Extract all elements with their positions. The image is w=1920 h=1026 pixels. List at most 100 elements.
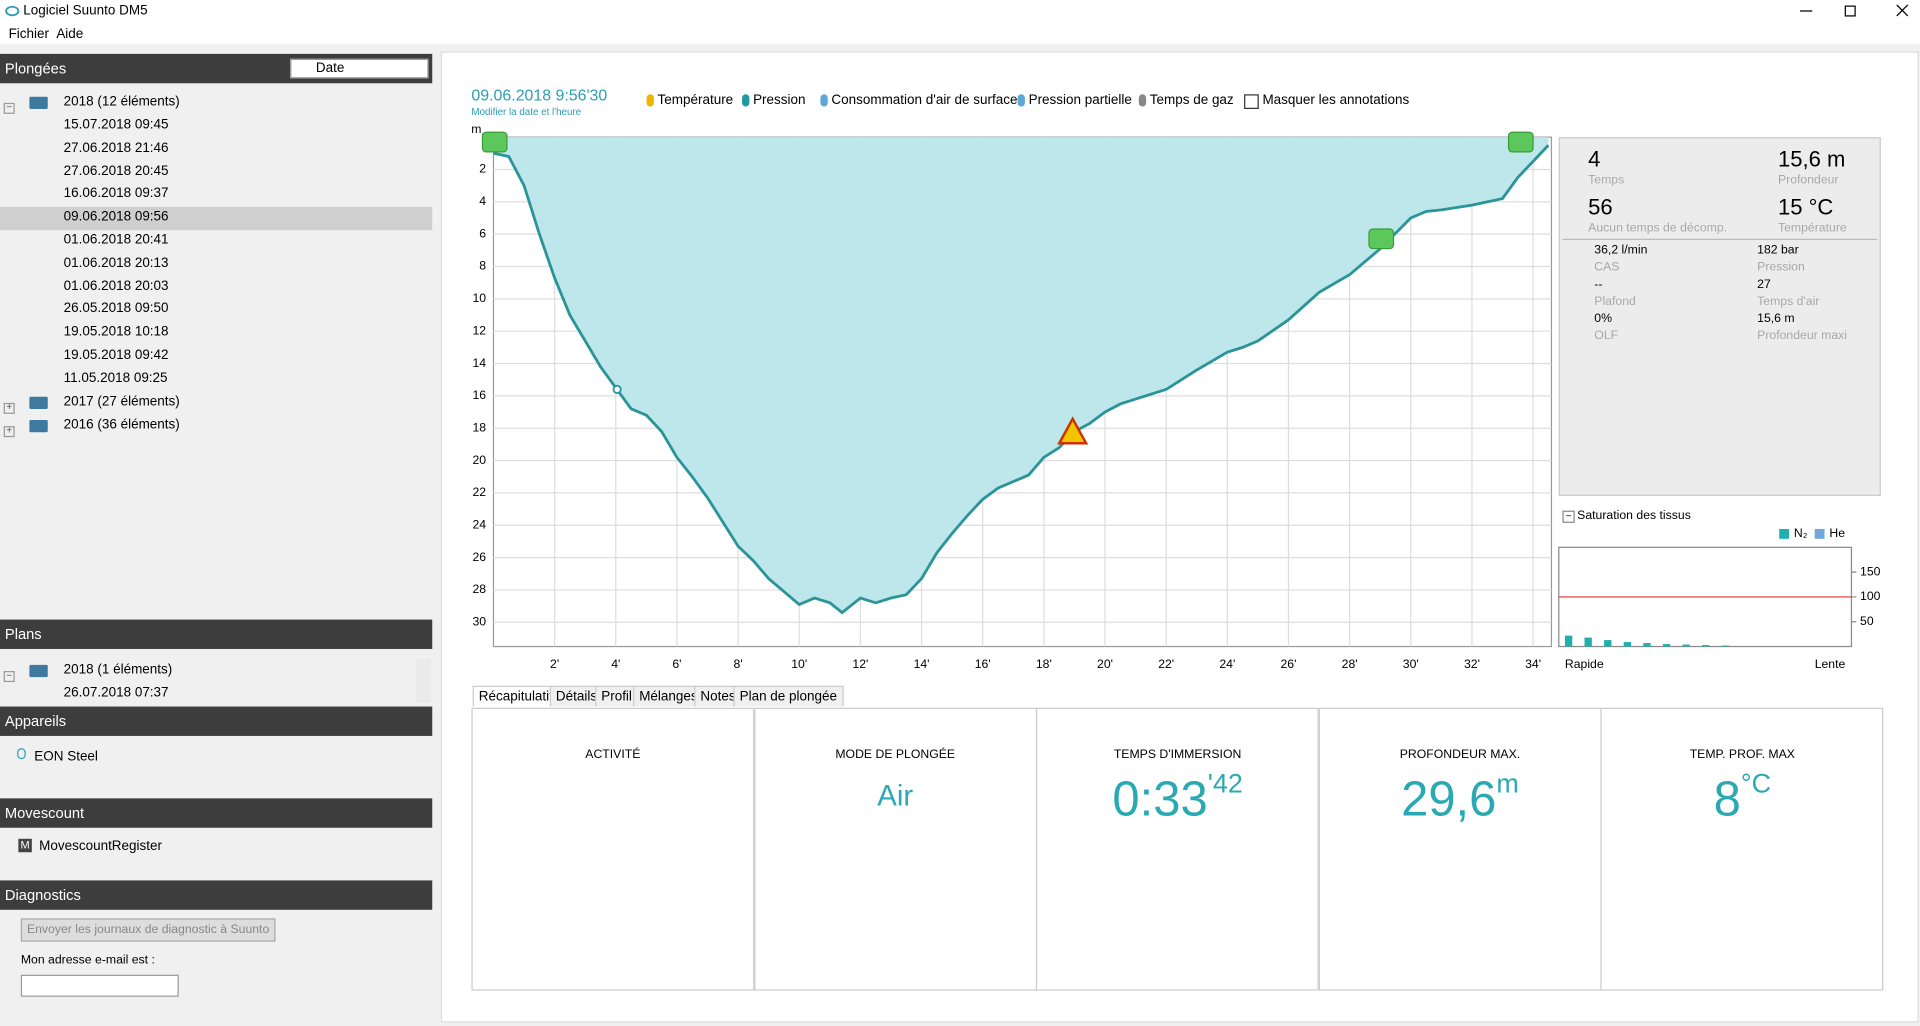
dive-item[interactable]: 19.05.2018 10:18 [63, 324, 169, 340]
summary-label: ACTIVITÉ [585, 748, 641, 762]
separator [1562, 238, 1878, 241]
y-tick-label: 8 [479, 259, 486, 273]
x-label: Lente [1815, 657, 1846, 671]
title-bar [0, 0, 1920, 24]
panel-header[interactable]: Plans [0, 619, 433, 649]
x-tick-label: 26' [1281, 657, 1297, 671]
group-label[interactable]: 2018 (1 éléments) [63, 662, 173, 678]
menu-item[interactable]: Fichier [8, 26, 49, 42]
toggle[interactable]: Consommation d'air de surface [831, 93, 1018, 108]
x-tick-label: 2' [550, 657, 559, 671]
stat-value: 4 [1588, 146, 1601, 172]
dive-item[interactable]: 27.06.2018 20:45 [63, 163, 169, 179]
detail-label: CAS [1594, 260, 1620, 275]
saturation-chart: 50 100 150 N₂ He Rapide Lente [1558, 526, 1881, 671]
detail-value: 0% [1594, 312, 1612, 326]
panel-header[interactable]: Appareils [0, 706, 433, 736]
email-input[interactable] [20, 974, 179, 997]
y-tick-label: 10 [473, 291, 487, 305]
toggle[interactable]: Pression [753, 93, 806, 108]
detail-label: Profondeur maxi [1757, 329, 1848, 343]
toggle-icon [1017, 94, 1025, 107]
collapse-icon[interactable]: − [1562, 510, 1575, 523]
window-controls[interactable] [1788, 0, 1920, 23]
tab[interactable]: Notes [694, 685, 742, 707]
detail-value: 15,6 m [1757, 312, 1795, 326]
x-tick-label: 24' [1219, 657, 1235, 671]
sort-dropdown[interactable]: Date [290, 58, 429, 79]
detail-value: 182 bar [1757, 243, 1799, 258]
tab[interactable]: Profil [595, 685, 639, 707]
event-icon [1507, 131, 1534, 153]
movescount-item[interactable]: MovescountRegister [39, 838, 162, 854]
legend-swatch [1779, 528, 1789, 539]
event-icon [481, 131, 508, 153]
tab[interactable]: Mélanges [633, 685, 704, 707]
hide-annotations[interactable]: Masquer les annotations [1262, 93, 1410, 108]
dive-item[interactable]: 01.06.2018 20:13 [63, 255, 169, 271]
summary-value: 8°C [1602, 768, 1882, 828]
warning-icon [1057, 416, 1089, 445]
expander[interactable]: − [3, 670, 15, 683]
tab[interactable]: Plan de plongée [733, 685, 844, 707]
detail-label: Pression [1757, 260, 1805, 275]
stat-label: Profondeur [1777, 173, 1839, 188]
value: 29,6 [1401, 772, 1497, 827]
detail-label: Temps d'air [1757, 295, 1820, 309]
dive-item[interactable]: 01.06.2018 20:41 [63, 232, 169, 248]
bar [1623, 642, 1632, 647]
y-tick-label: 26 [473, 550, 487, 564]
stat-value: 15 °C [1777, 194, 1834, 220]
y-tick-label: 14 [473, 356, 487, 370]
stat-label: Aucun temps de décomp. [1588, 221, 1728, 236]
summary-cell: PROFONDEUR MAX. 29,6m [1318, 707, 1602, 991]
email-label: Mon adresse e-mail est : [20, 953, 155, 968]
edit-date-link[interactable]: Modifier la date et l'heure [471, 106, 582, 118]
plan-item[interactable]: 26.07.2018 07:37 [63, 685, 169, 701]
group-label[interactable]: 2018 (12 éléments) [63, 94, 180, 109]
dive-item[interactable]: 15.07.2018 09:45 [63, 117, 169, 133]
expander[interactable]: + [3, 402, 15, 414]
legend-label: N₂ [1794, 526, 1808, 540]
summary-value: 0:33'42 [1037, 768, 1317, 828]
tab[interactable]: Détails [549, 685, 604, 707]
x-tick-label: 8' [734, 657, 743, 671]
toggle[interactable]: Température [657, 93, 734, 108]
x-tick-label: 22' [1158, 657, 1174, 671]
movescount-icon: M [18, 838, 32, 853]
dive-item[interactable]: 01.06.2018 20:03 [63, 278, 169, 294]
dive-item[interactable]: 11.05.2018 09:25 [63, 370, 168, 386]
dive-item[interactable]: 19.05.2018 09:42 [63, 347, 169, 363]
dive-item[interactable]: 16.06.2018 09:37 [63, 186, 169, 202]
toggle[interactable]: Temps de gaz [1149, 93, 1234, 108]
expander[interactable]: + [3, 426, 15, 438]
stat-label: Température [1777, 221, 1847, 236]
x-tick-label: 32' [1464, 657, 1480, 671]
dive-item[interactable]: 27.06.2018 21:46 [63, 140, 169, 156]
send-logs-button[interactable]: Envoyer les journaux de diagnostic à Suu… [20, 918, 276, 942]
menu-item[interactable]: Aide [56, 26, 84, 42]
dive-item[interactable]: 26.05.2018 09:50 [63, 301, 169, 317]
depth-area [493, 137, 1549, 613]
panel-header[interactable]: Diagnostics [0, 880, 433, 910]
bar [1643, 643, 1651, 647]
group-label[interactable]: 2016 (36 éléments) [63, 417, 180, 433]
x-tick-label: 20' [1097, 657, 1113, 671]
bar [1662, 644, 1671, 647]
expander[interactable]: − [3, 102, 15, 114]
bar [1564, 635, 1573, 647]
device-item[interactable]: EON Steel [34, 749, 98, 765]
y-unit: m [471, 122, 481, 136]
y-tick-label: 30 [473, 615, 487, 629]
bar [1604, 640, 1612, 647]
toggle[interactable]: Pression partielle [1028, 93, 1132, 108]
x-tick-label: 10' [791, 657, 807, 671]
checkbox[interactable] [1244, 94, 1259, 109]
tab[interactable]: Récapitulatif [472, 685, 560, 707]
summary-cell: ACTIVITÉ [471, 707, 755, 991]
group-label[interactable]: 2017 (27 éléments) [63, 394, 180, 409]
dive-item[interactable]: 09.06.2018 09:56 [63, 209, 169, 225]
panel-header[interactable]: Movescount [0, 798, 433, 828]
